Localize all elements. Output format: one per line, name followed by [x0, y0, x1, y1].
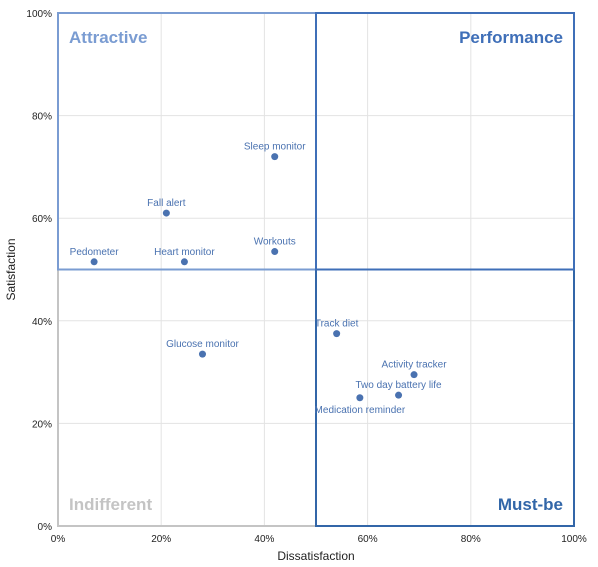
point-marker[interactable] — [356, 394, 364, 402]
point-marker[interactable] — [333, 330, 341, 338]
point-marker[interactable] — [198, 350, 206, 358]
y-axis-title: Satisfaction — [4, 238, 18, 300]
point-sleep-monitor[interactable]: Sleep monitor — [244, 142, 306, 161]
point-label: Glucose monitor — [166, 339, 239, 350]
point-label: Medication reminder — [315, 405, 406, 416]
point-label: Activity tracker — [382, 360, 448, 371]
point-track-diet[interactable]: Track diet — [315, 319, 359, 338]
quadrant-performance-border — [315, 12, 575, 271]
y-tick-label: 40% — [32, 317, 52, 328]
y-tick-label: 80% — [32, 112, 52, 123]
x-axis-title: Dissatisfaction — [277, 549, 354, 563]
point-label: Sleep monitor — [244, 142, 306, 153]
point-label: Pedometer — [70, 247, 120, 258]
point-marker[interactable] — [271, 153, 279, 161]
quadrant-indifferent-label: Indifferent — [69, 495, 152, 514]
x-tick-label: 100% — [561, 534, 587, 545]
y-tick-label: 0% — [38, 522, 53, 533]
point-label: Track diet — [315, 319, 359, 330]
point-heart-monitor[interactable]: Heart monitor — [154, 247, 215, 266]
point-marker[interactable] — [162, 209, 170, 217]
point-activity-tracker[interactable]: Activity tracker — [382, 360, 448, 379]
data-points: Sleep monitor Fall alert Workouts Pedometer… — [70, 142, 448, 416]
point-marker[interactable] — [180, 258, 188, 266]
x-tick-label: 60% — [358, 534, 378, 545]
x-tick-label: 40% — [254, 534, 274, 545]
y-tick-label: 20% — [32, 419, 52, 430]
point-label: Two day battery life — [355, 380, 442, 391]
y-tick-label: 100% — [26, 9, 52, 20]
point-workouts[interactable]: Workouts — [254, 237, 296, 256]
point-two-day-battery-life[interactable]: Two day battery life — [355, 380, 442, 399]
point-glucose-monitor[interactable]: Glucose monitor — [166, 339, 240, 358]
point-medication-reminder[interactable]: Medication reminder — [315, 394, 406, 416]
y-tick-label: 60% — [32, 214, 52, 225]
quadrant-indifferent-border — [57, 268, 317, 527]
point-marker[interactable] — [90, 258, 98, 266]
point-label: Workouts — [254, 237, 296, 248]
quadrant-must-be-label: Must-be — [498, 495, 563, 514]
point-marker[interactable] — [271, 248, 279, 256]
point-label: Fall alert — [147, 198, 186, 209]
point-marker[interactable] — [410, 371, 418, 379]
x-tick-label: 0% — [51, 534, 66, 545]
axis-ticks: 0% 20% 40% 60% 80% 100% 0% 20% 40% 60% 80% 100% — [26, 9, 586, 545]
quadrant-must-be-border — [315, 268, 575, 527]
point-label: Heart monitor — [154, 247, 215, 258]
point-fall-alert[interactable]: Fall alert — [147, 198, 186, 217]
point-marker[interactable] — [395, 391, 403, 399]
point-pedometer[interactable]: Pedometer — [70, 247, 120, 266]
quadrant-performance-label: Performance — [459, 28, 563, 47]
x-tick-label: 20% — [151, 534, 171, 545]
x-tick-label: 80% — [461, 534, 481, 545]
quadrant-attractive-label: Attractive — [69, 28, 147, 47]
quadrant-regions: Indifferent Must-be Attractive Performance — [57, 12, 575, 527]
